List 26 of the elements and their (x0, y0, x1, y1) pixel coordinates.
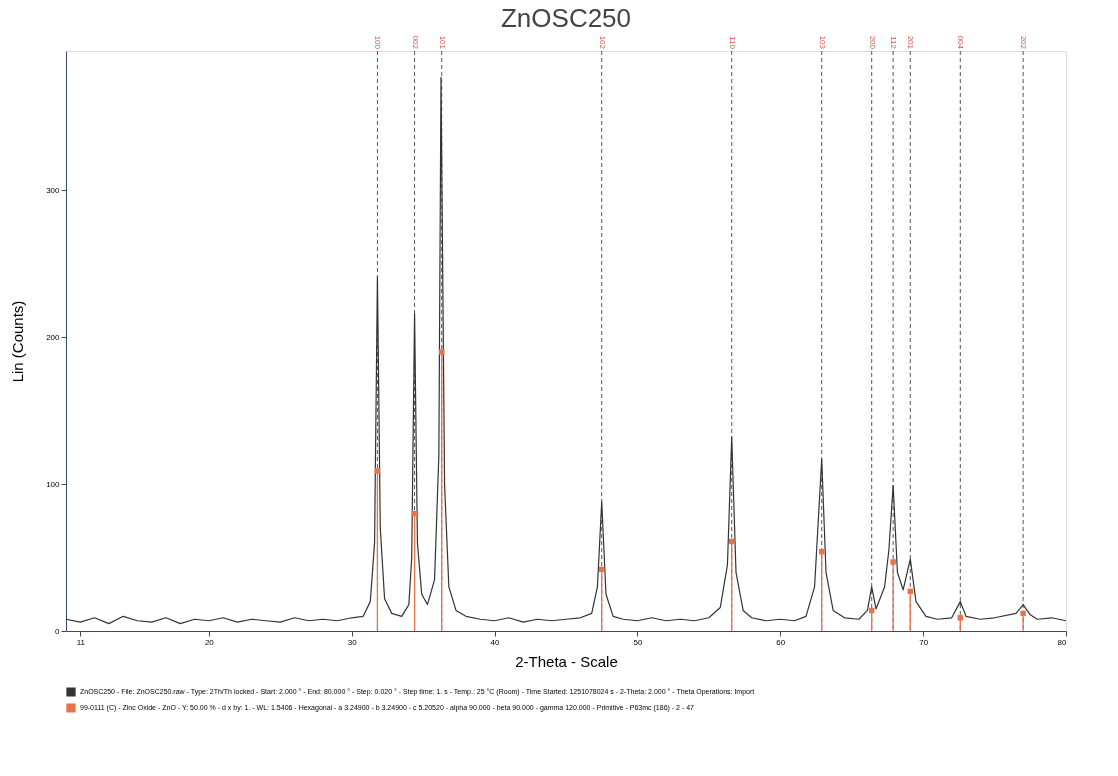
annotation: 002 (410, 35, 420, 50)
y-tick-label: 100 (46, 479, 61, 489)
x-tick-label: 11 (76, 637, 86, 647)
x-tick-label: 60 (776, 637, 786, 647)
annotation: 201 (906, 35, 916, 50)
annotation: 202 (1019, 35, 1029, 50)
x-axis-title: 2-Theta - Scale (515, 652, 618, 670)
x-tick-label: 50 (633, 637, 643, 647)
x-tick-label: 20 (204, 637, 215, 647)
y-tick-label: 200 (46, 332, 61, 342)
annotation: 100 (373, 35, 383, 50)
annotation: 200 (867, 35, 877, 50)
y-tick-label: 0 (55, 626, 61, 636)
chart-title: ZnOSC250 (500, 2, 632, 33)
annotation: 110 (727, 36, 737, 50)
x-tick-label: 40 (490, 637, 501, 647)
x-tick-label: 80 (1057, 637, 1068, 647)
annotation: 004 (956, 35, 966, 50)
x-tick-label: 30 (347, 637, 358, 647)
y-axis-title: Lin (Counts) (9, 300, 27, 383)
x-tick-label: 70 (919, 637, 929, 647)
annotation: 112 (889, 36, 899, 50)
annotation: 102 (597, 35, 607, 50)
y-tick-label: 300 (46, 185, 61, 195)
annotation: 101 (437, 35, 447, 50)
annotation: 103 (817, 35, 827, 50)
